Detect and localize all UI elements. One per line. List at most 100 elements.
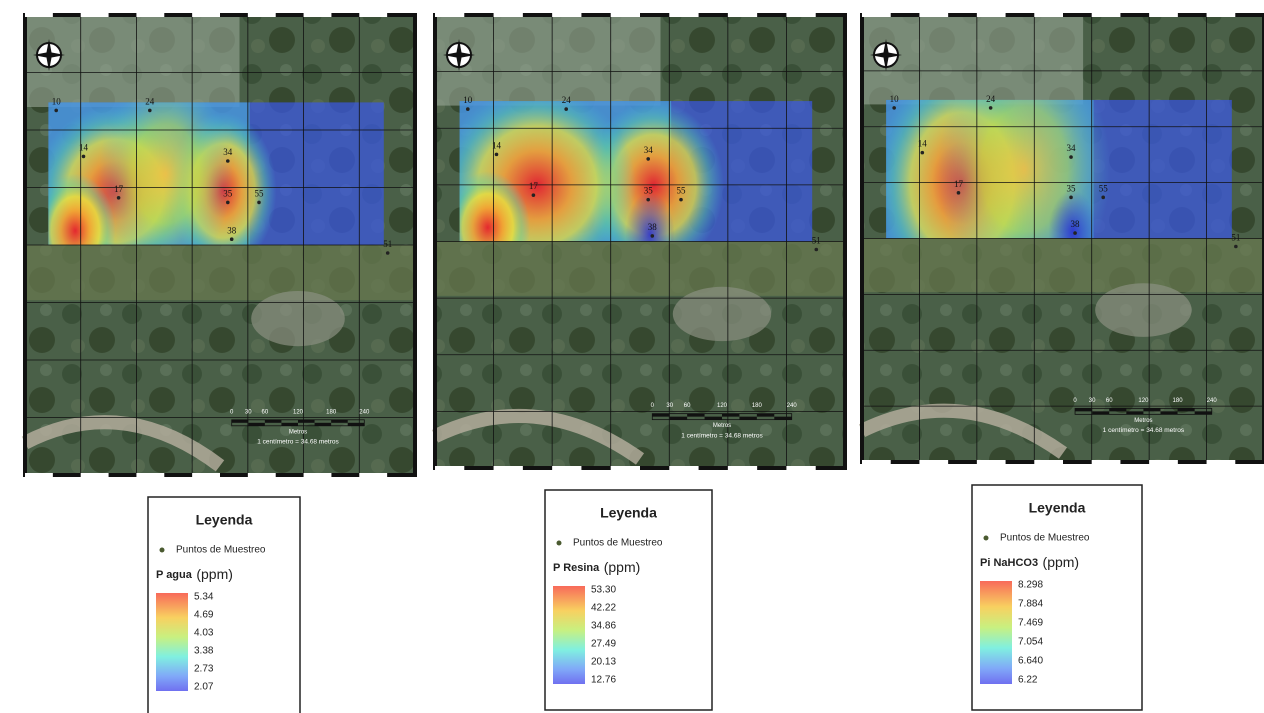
frame-segment	[611, 13, 640, 17]
sample-point-label: 38	[648, 222, 658, 232]
frame-segment	[248, 473, 276, 477]
frame-segment	[435, 466, 464, 470]
sample-point	[532, 193, 536, 197]
scale-bar-segment	[705, 417, 722, 420]
scale-tick-label: 240	[359, 409, 370, 415]
scale-ratio: 1 centímetro = 34.68 metros	[1103, 427, 1185, 434]
frame-segment	[192, 473, 220, 477]
sample-point-label: 51	[812, 236, 821, 246]
map-panel: 10241434173555385103060120180240Metros1 …	[435, 13, 845, 470]
frame-segment	[786, 13, 815, 17]
sample-point	[815, 248, 819, 252]
sample-point-label: 14	[79, 142, 89, 152]
legend-variable: P Resina (ppm)	[553, 559, 640, 577]
frame-segment	[136, 13, 164, 17]
sample-point-label: 24	[145, 96, 155, 106]
frame-segment	[435, 13, 464, 17]
scale-tick-label: 60	[684, 403, 691, 409]
legend-value: 2.73	[194, 664, 214, 675]
sample-point	[679, 198, 683, 202]
scale-tick-label: 120	[1138, 398, 1149, 404]
scale-bar-segment	[670, 417, 687, 420]
sample-point	[1069, 196, 1073, 200]
scale-bar-segment	[265, 420, 282, 423]
scale-tick-label: 30	[245, 409, 252, 415]
sample-point-label: 55	[1099, 183, 1109, 193]
sample-point-label: 35	[644, 186, 654, 196]
frame-segment	[977, 13, 1006, 17]
frame-segment	[669, 13, 698, 17]
sample-point	[651, 234, 655, 238]
frame-segment	[862, 13, 891, 17]
sample-point-label: 24	[986, 94, 996, 104]
scale-unit: Metros	[713, 423, 731, 429]
sample-point	[646, 157, 650, 161]
frame-segment	[1149, 460, 1178, 464]
scale-tick-label: 120	[717, 403, 728, 409]
scale-tick-label: 30	[1089, 398, 1096, 404]
legend-value: 34.86	[591, 621, 616, 632]
pasture	[862, 239, 1264, 293]
legend-variable: P agua (ppm)	[156, 566, 233, 584]
sample-point	[54, 109, 58, 113]
scale-bar-segment	[774, 417, 791, 420]
legend-unit: (ppm)	[604, 559, 641, 575]
legend-value: 6.640	[1018, 656, 1043, 667]
legend: Leyenda Puntos de Muestreo P agua (ppm) 5.3…	[148, 497, 300, 713]
pasture	[435, 242, 845, 296]
frame-segment	[862, 460, 891, 464]
frame-segment	[1207, 460, 1236, 464]
clearing	[1095, 283, 1191, 337]
legend-color-ramp	[980, 581, 1012, 684]
scale-bar-segment	[687, 414, 704, 417]
legend-value: 7.054	[1018, 637, 1043, 648]
sample-point-label: 38	[1071, 219, 1081, 229]
legend-value: 3.38	[194, 646, 214, 657]
sample-point	[1073, 231, 1077, 235]
frame-segment	[1034, 460, 1063, 464]
frame-segment	[728, 466, 757, 470]
sample-point	[646, 198, 650, 202]
frame-segment	[81, 13, 109, 17]
frame-segment	[359, 13, 387, 17]
scale-tick-label: 240	[787, 403, 798, 409]
sample-point	[1234, 245, 1238, 249]
pasture	[25, 245, 415, 300]
sample-point-label: 35	[223, 188, 233, 198]
sample-point	[148, 109, 152, 113]
legend-title: Leyenda	[196, 512, 253, 528]
scale-bar-segment	[1143, 408, 1160, 411]
legend-color-ramp	[156, 593, 188, 691]
legend-value: 8.298	[1018, 580, 1043, 591]
sample-point	[257, 201, 261, 205]
clearing	[673, 287, 771, 341]
sample-point-label: 17	[954, 179, 964, 189]
sample-point	[386, 251, 390, 255]
sample-point-label: 10	[890, 94, 900, 104]
legend-variable-name: P Resina	[553, 562, 600, 574]
scale-ratio: 1 centímetro = 34.68 metros	[681, 432, 763, 439]
scale-unit: Metros	[289, 429, 307, 435]
sample-point	[82, 155, 86, 159]
scale-bar-segment	[315, 423, 332, 426]
scale-bar-segment	[281, 423, 298, 426]
sample-point-label: 10	[463, 95, 473, 105]
frame-segment	[136, 473, 164, 477]
legend-point-label: Puntos de Muestreo	[176, 545, 266, 556]
frame-segment	[1149, 13, 1178, 17]
scale-bar-segment	[298, 420, 315, 423]
frame-segment	[304, 13, 332, 17]
legend-value: 7.469	[1018, 618, 1043, 629]
legend: LeyendaPuntos de MuestreoPi NaHCO3 (ppm)…	[972, 485, 1142, 710]
scale-bar-segment	[739, 417, 756, 420]
scale-bar-segment	[248, 423, 265, 426]
frame-segment	[494, 466, 523, 470]
frame-segment	[611, 466, 640, 470]
frame-segment	[728, 13, 757, 17]
legend-variable-name: P agua	[156, 569, 193, 581]
legend-value: 12.76	[591, 675, 616, 686]
frame-segment	[25, 473, 53, 477]
legend-value: 5.34	[194, 592, 214, 603]
legend-value: 7.884	[1018, 599, 1043, 610]
